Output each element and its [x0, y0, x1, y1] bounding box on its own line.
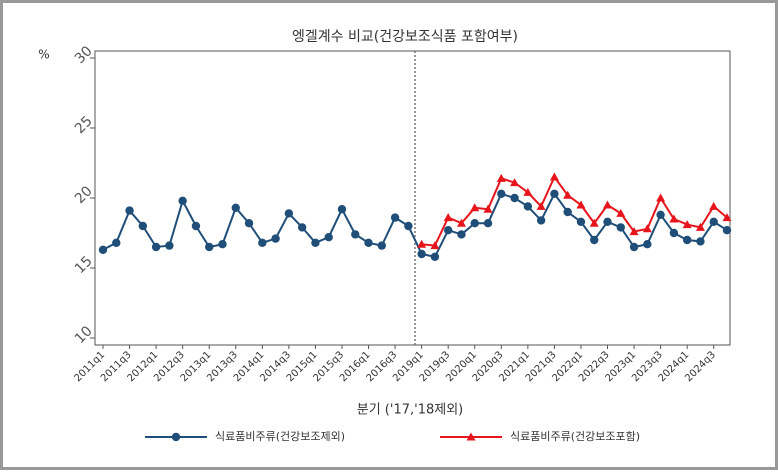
- point: [722, 226, 732, 235]
- point: [643, 240, 652, 249]
- point: [523, 202, 533, 211]
- point: [151, 242, 161, 252]
- point: [337, 205, 347, 214]
- point: [205, 242, 214, 252]
- point: [629, 227, 639, 236]
- point: [669, 228, 679, 238]
- point: [470, 203, 480, 212]
- point: [284, 209, 294, 218]
- point: [404, 221, 413, 231]
- point: [656, 210, 665, 219]
- point: [351, 230, 360, 239]
- point: [430, 252, 440, 261]
- point: [417, 239, 427, 248]
- point: [563, 190, 573, 199]
- x-axis-label: 분기 ('17,'18제외): [357, 403, 463, 418]
- point: [682, 220, 692, 229]
- legend-label: 식료품비주류(건강보조포함): [510, 430, 640, 443]
- point: [377, 241, 387, 250]
- point: [709, 217, 718, 226]
- legend-marker: [466, 432, 476, 441]
- point: [576, 217, 586, 226]
- point: [443, 213, 453, 222]
- legend-label: 식료품비주류(건강보조제외): [215, 430, 345, 443]
- point: [138, 221, 148, 231]
- point: [218, 240, 227, 249]
- point: [536, 201, 546, 210]
- point: [297, 223, 307, 232]
- point: [178, 196, 187, 205]
- point: [456, 218, 466, 227]
- point: [590, 235, 599, 245]
- point: [709, 201, 719, 210]
- point: [324, 233, 333, 242]
- point: [642, 224, 652, 233]
- point: [125, 206, 134, 215]
- point: [496, 173, 506, 182]
- point: [443, 226, 453, 235]
- point: [244, 219, 254, 228]
- point: [722, 213, 732, 222]
- point: [603, 200, 613, 209]
- point: [430, 241, 440, 250]
- point: [576, 200, 586, 209]
- point: [483, 204, 493, 213]
- point: [457, 230, 466, 239]
- point: [510, 193, 519, 203]
- legend-marker: [171, 432, 181, 442]
- point: [390, 213, 400, 222]
- point: [165, 241, 174, 250]
- point: [629, 242, 639, 252]
- point: [98, 245, 108, 254]
- point: [470, 219, 479, 228]
- point: [497, 189, 506, 198]
- point: [510, 178, 520, 187]
- point: [549, 172, 559, 181]
- point: [112, 238, 121, 247]
- point: [616, 208, 626, 217]
- point: [589, 218, 599, 227]
- point: [258, 238, 267, 247]
- point: [417, 249, 426, 259]
- point: [616, 223, 625, 232]
- point: [695, 222, 705, 231]
- point: [696, 237, 705, 246]
- point: [271, 234, 280, 243]
- point: [656, 193, 666, 202]
- point: [669, 214, 679, 223]
- point: [231, 203, 240, 212]
- point: [682, 235, 692, 245]
- point: [603, 217, 612, 226]
- point: [523, 187, 533, 196]
- point: [364, 238, 373, 247]
- point: [311, 238, 320, 247]
- point: [191, 221, 201, 231]
- point: [550, 189, 559, 198]
- y-axis-label: %: [38, 48, 49, 62]
- point: [563, 207, 572, 217]
- point: [536, 216, 546, 225]
- chart-title: 엥겔계수 비교(건강보조식품 포함여부): [292, 29, 518, 45]
- point: [483, 219, 493, 228]
